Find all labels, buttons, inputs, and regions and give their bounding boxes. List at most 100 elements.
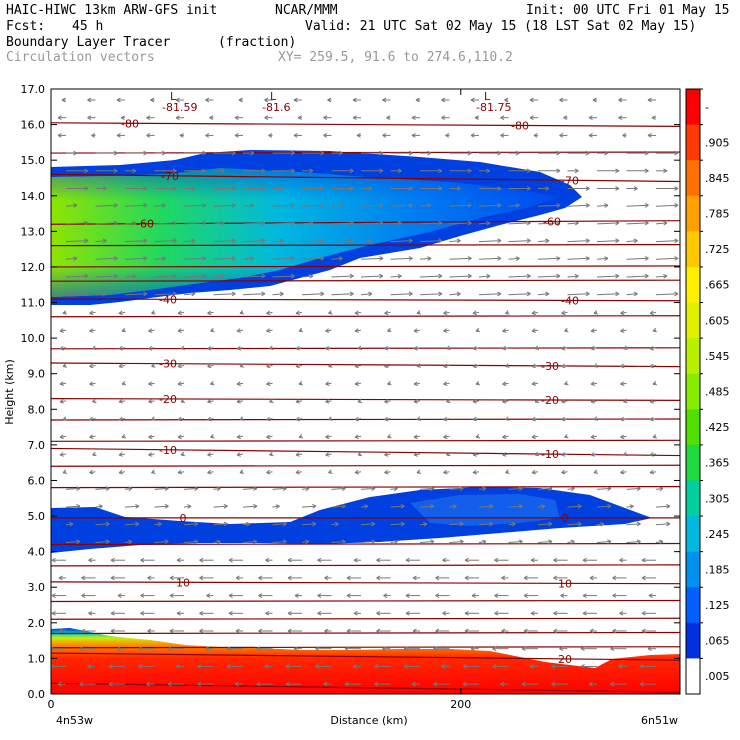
circulation-vector — [124, 541, 133, 543]
colorbar-swatch — [686, 160, 700, 197]
circulation-vector — [331, 275, 354, 278]
colorbar-label: .485 — [705, 386, 730, 399]
isotherm-line — [51, 315, 680, 318]
circulation-vector — [655, 541, 664, 543]
y-axis-label: Height (km) — [3, 359, 16, 425]
isotherm-label: -40 — [561, 294, 579, 307]
isotherm-label: -30 — [541, 360, 559, 373]
circulation-vector — [508, 293, 531, 296]
circulation-vector — [154, 257, 166, 260]
isotherm-label: 10 — [176, 576, 190, 589]
circulation-vector — [537, 257, 561, 260]
circulation-vector — [301, 523, 317, 526]
circulation-vector — [95, 487, 110, 490]
circulation-vector — [65, 505, 81, 508]
circulation-vector — [655, 240, 679, 243]
circulation-vector — [183, 257, 207, 260]
isotherm-label: -60 — [136, 218, 154, 231]
circulation-vector — [183, 505, 192, 508]
isotherm-label: 0 — [562, 512, 569, 525]
x-axis-label: Distance (km) — [330, 714, 407, 727]
circulation-vector — [596, 204, 609, 207]
circulation-vector — [567, 204, 590, 207]
circulation-vector — [596, 487, 612, 490]
y-tick-label: 12.0 — [21, 261, 46, 274]
colorbar-swatch — [686, 338, 700, 375]
circulation-vector — [213, 487, 221, 490]
circulation-vector — [419, 222, 443, 225]
circulation-vector — [390, 275, 402, 278]
circulation-vector — [331, 505, 346, 508]
colorbar-label: .065 — [705, 635, 730, 648]
circulation-vector — [183, 222, 207, 225]
circulation-vector — [242, 541, 258, 543]
circulation-vector — [508, 257, 520, 260]
isotherm-line — [51, 564, 680, 567]
isotherm-label: 0 — [180, 512, 187, 525]
circulation-vector — [478, 222, 491, 225]
isotherm-line — [51, 599, 680, 603]
circulation-vector — [390, 204, 413, 207]
circulation-vector — [508, 523, 516, 526]
circulation-vector — [655, 257, 679, 260]
circulation-vector — [124, 523, 140, 526]
circulation-vector — [508, 275, 531, 278]
circulation-vector — [124, 257, 148, 260]
circulation-vector — [419, 541, 435, 543]
isotherm-line — [51, 265, 680, 268]
circulation-vector — [508, 487, 523, 490]
colorbar-swatch — [686, 480, 700, 517]
circulation-vector — [567, 222, 579, 225]
isotherm-line — [51, 362, 680, 368]
circulation-vector — [449, 275, 472, 278]
circulation-vector — [419, 204, 432, 207]
circulation-vector — [272, 204, 295, 207]
isotherm-label: -30 — [159, 358, 177, 371]
circulation-vector — [567, 523, 582, 526]
colorbar-swatch — [686, 444, 700, 481]
circulation-vector — [95, 275, 118, 278]
circulation-vector — [596, 293, 620, 296]
circulation-vector — [419, 523, 428, 526]
circulation-vector — [95, 505, 103, 508]
circulation-vector — [301, 240, 325, 243]
circulation-vector — [390, 505, 405, 508]
circulation-vector — [596, 541, 612, 543]
boundary-layer-tracer — [51, 628, 680, 694]
y-tick-label: 11.0 — [21, 297, 46, 310]
circulation-vector — [596, 257, 609, 260]
circulation-vector — [154, 204, 166, 207]
circulation-vector — [449, 204, 472, 207]
circulation-vector — [537, 204, 561, 207]
x-right-end-label: 6n51w — [641, 714, 678, 727]
circulation-vector — [154, 505, 169, 508]
circulation-vector — [124, 204, 148, 207]
circulation-vector — [65, 487, 81, 490]
isotherm-line — [51, 347, 680, 350]
colorbar-swatch — [686, 195, 700, 232]
circulation-vector — [272, 222, 295, 225]
circulation-vector — [626, 240, 638, 243]
isotherm-line — [51, 439, 680, 442]
isotherm-line — [51, 581, 680, 585]
circulation-vector — [360, 541, 376, 543]
y-tick-label: 4.0 — [28, 546, 46, 559]
circulation-vector — [183, 293, 196, 296]
circulation-vector — [272, 505, 280, 508]
circulation-vector — [626, 541, 641, 543]
circulation-vector — [95, 293, 107, 296]
isotherm-line — [51, 652, 680, 661]
circulation-vector — [390, 222, 402, 225]
circulation-vector — [65, 240, 89, 243]
circulation-vector — [449, 505, 457, 508]
y-tick-label: 0.0 — [28, 688, 46, 701]
circulation-vector — [213, 541, 221, 543]
colorbar-label: .845 — [705, 172, 730, 185]
isotherm-lines — [51, 122, 680, 693]
circulation-vector — [626, 293, 638, 296]
colorbar-label: - — [705, 101, 709, 114]
circulation-vector — [360, 505, 369, 508]
colorbar-label: .725 — [705, 243, 730, 256]
circulation-vector — [183, 541, 199, 543]
